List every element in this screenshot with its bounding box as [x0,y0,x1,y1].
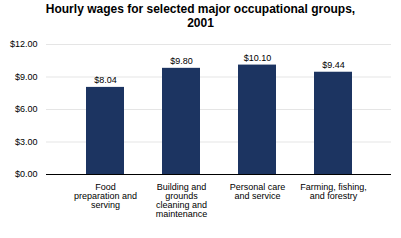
svg-text:Farming, fishing,and forestry: Farming, fishing,and forestry [300,182,367,201]
svg-text:$10.10: $10.10 [244,53,272,63]
svg-text:Foodpreparation andserving: Foodpreparation andserving [74,182,137,210]
svg-text:$6.00: $6.00 [15,104,38,114]
svg-text:$3.00: $3.00 [15,137,38,147]
svg-text:$12.00: $12.00 [10,39,38,49]
svg-text:Personal careand service: Personal careand service [230,182,286,201]
svg-text:$9.80: $9.80 [170,56,193,66]
svg-text:$0.00: $0.00 [15,169,38,179]
svg-text:$9.44: $9.44 [322,60,345,70]
html-text:Hourly wages for selected majo: Hourly wages for selected major occupati… [45,2,356,16]
svg-text:Building andgroundscleaning an: Building andgroundscleaning andmaintenan… [156,182,208,219]
svg-text:$8.04: $8.04 [94,75,117,85]
html-text:2001: 2001 [187,16,214,30]
svg-text:$9.00: $9.00 [15,72,38,82]
